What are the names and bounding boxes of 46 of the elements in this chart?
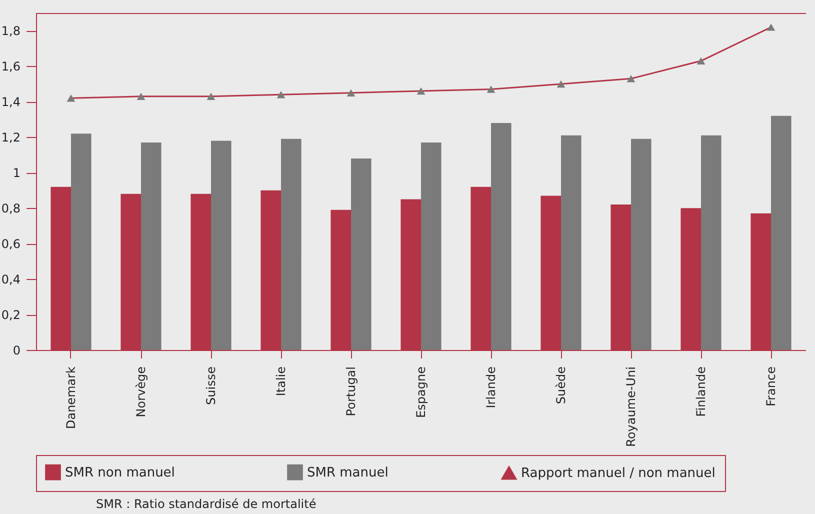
- bar: [491, 122, 512, 350]
- bar: [400, 199, 421, 350]
- x-tick-label: Norvège: [134, 366, 148, 418]
- y-tick-label: 0,4: [1, 272, 20, 287]
- legend-label: SMR non manuel: [65, 465, 175, 480]
- y-tick-label: 0,6: [1, 237, 20, 252]
- y-tick-label: 1,4: [1, 95, 20, 110]
- y-tick-label: 0: [12, 344, 20, 358]
- bar: [71, 134, 92, 350]
- text: SMR : Ratio standardisé de mortalité: [96, 497, 316, 511]
- bar: [610, 204, 631, 350]
- bar: [141, 142, 162, 350]
- bar: [351, 158, 372, 350]
- x-tick-label: Finlande: [694, 366, 708, 417]
- bar: [750, 213, 771, 350]
- bar: [631, 138, 652, 350]
- legend-label: Rapport manuel / non manuel: [521, 466, 716, 481]
- y-tick-label: 1,2: [1, 130, 20, 145]
- bar: [260, 190, 281, 350]
- bar: [680, 208, 701, 350]
- bar: [470, 186, 491, 350]
- x-tick-label: Danemark: [64, 366, 78, 430]
- y-tick-label: 1: [12, 166, 20, 180]
- bar: [120, 194, 141, 350]
- x-tick-label: France: [764, 366, 778, 406]
- bar: [281, 138, 302, 350]
- x-tick-label: Suisse: [204, 366, 218, 405]
- x-tick-label: Italie: [274, 366, 288, 396]
- bar: [561, 135, 582, 350]
- y-tick-label: 1,6: [1, 60, 20, 74]
- y-tick-label: 1,8: [1, 24, 20, 38]
- bar: [211, 140, 232, 350]
- x-tick-label: Portugal: [344, 366, 358, 416]
- x-tick-label: Espagne: [414, 366, 428, 418]
- x-tick-label: Royaume-Uni: [624, 366, 638, 447]
- bar: [421, 142, 442, 350]
- bar: [190, 194, 211, 350]
- x-tick-label: Suède: [554, 366, 568, 404]
- bar: [330, 210, 351, 350]
- bar: [540, 196, 561, 350]
- bar: [701, 135, 722, 350]
- bar: [771, 116, 792, 350]
- y-tick-label: 0,2: [1, 308, 20, 322]
- x-tick-label: Irlande: [484, 366, 498, 408]
- legend-label: SMR manuel: [307, 465, 388, 480]
- y-tick-label: 0,8: [1, 202, 20, 216]
